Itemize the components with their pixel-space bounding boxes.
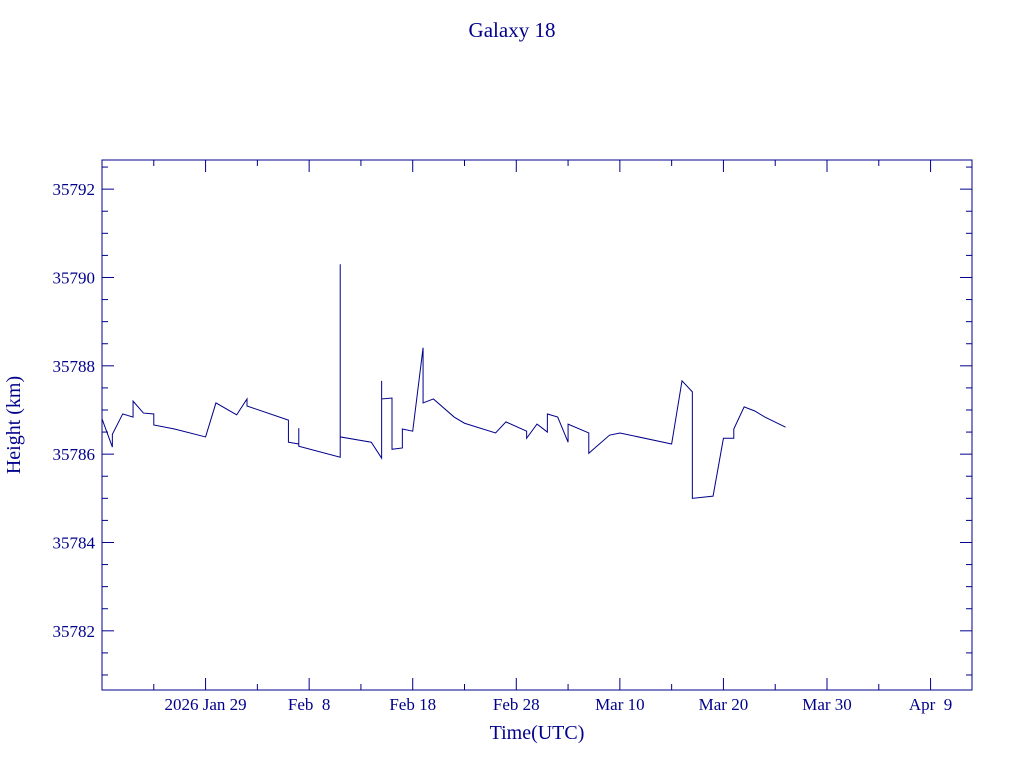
x-tick-label: Feb 28 — [493, 695, 540, 714]
x-tick-label: Mar 10 — [595, 695, 645, 714]
y-axis-label: Height (km) — [3, 376, 25, 474]
y-tick-label: 35782 — [53, 622, 96, 641]
data-line — [101, 264, 786, 499]
x-tick-label: 2026 Jan 29 — [164, 695, 246, 714]
y-tick-label: 35788 — [53, 357, 96, 376]
y-tick-label: 35792 — [53, 180, 96, 199]
x-tick-label: Mar 30 — [802, 695, 852, 714]
chart-title: Galaxy 18 — [469, 18, 556, 42]
y-tick-label: 35786 — [53, 445, 96, 464]
x-tick-label: Mar 20 — [699, 695, 749, 714]
y-tick-label: 35790 — [53, 268, 96, 287]
y-tick-label: 35784 — [53, 533, 96, 552]
plot-frame — [101, 159, 973, 691]
x-tick-label: Apr 9 — [909, 695, 952, 714]
x-axis-label: Time(UTC) — [490, 722, 585, 744]
x-tick-label: Feb 18 — [389, 695, 436, 714]
x-tick-label: Feb 8 — [288, 695, 331, 714]
